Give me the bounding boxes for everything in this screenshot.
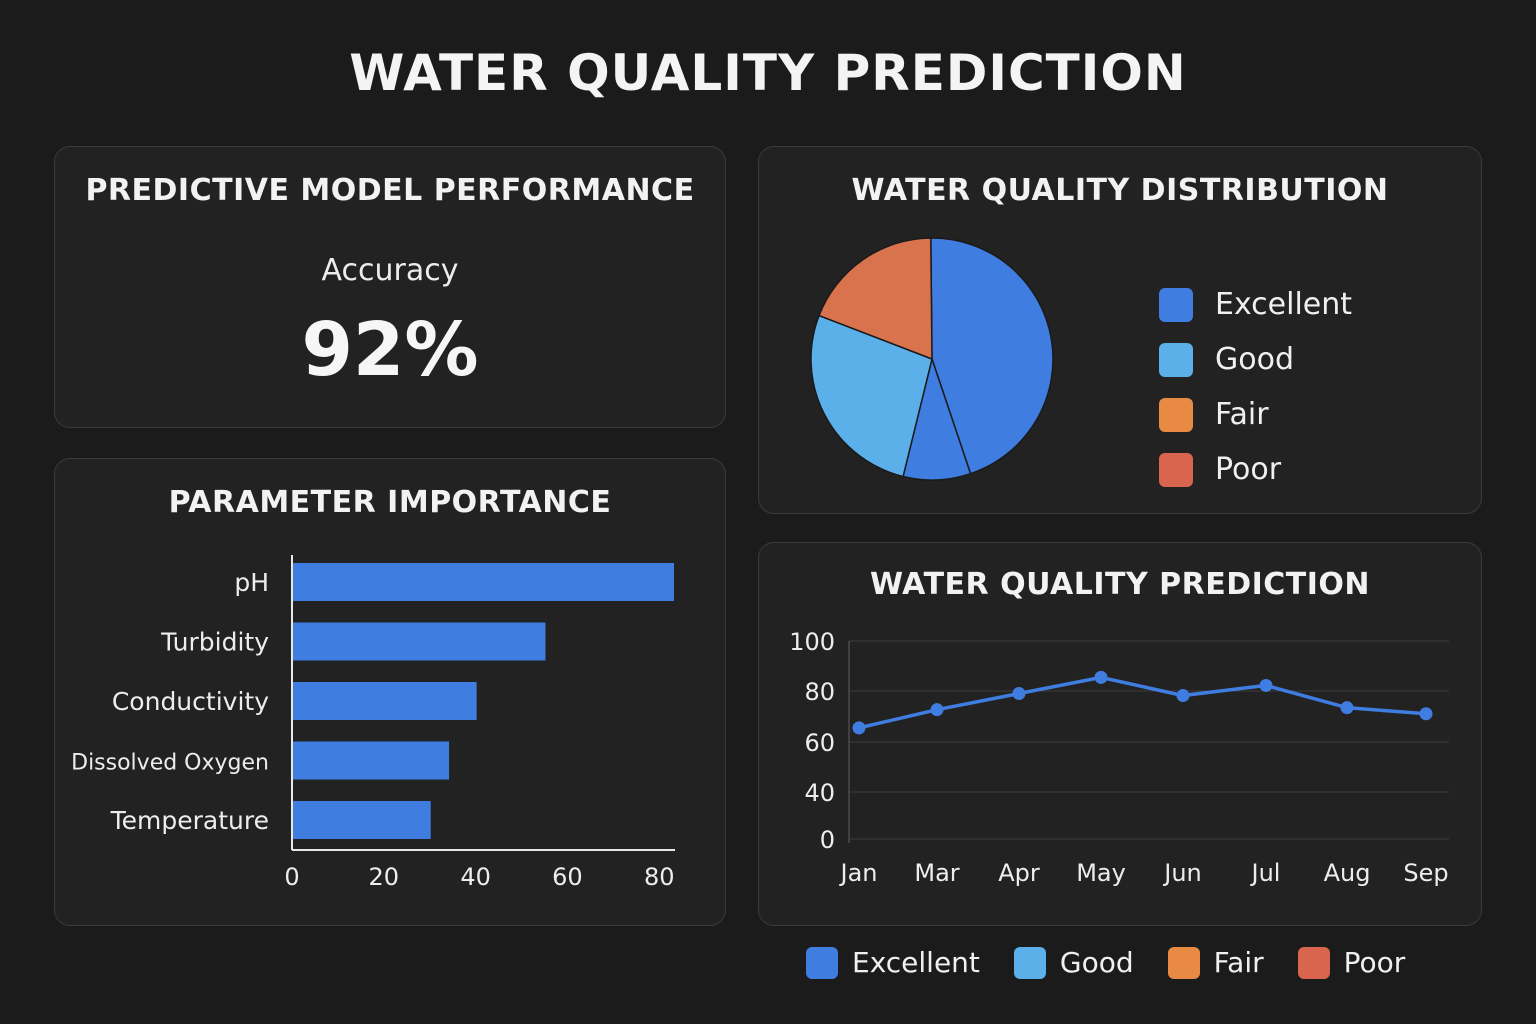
- legend-swatch: [1297, 946, 1330, 979]
- accuracy-label: Accuracy: [321, 253, 459, 288]
- data-point: [852, 721, 866, 735]
- category-label: Conductivity: [112, 687, 269, 716]
- data-point: [1012, 687, 1026, 701]
- legend-swatch: [1013, 946, 1046, 979]
- importance-panel: PARAMETER IMPORTANCE pH Turbidity Conducti…: [54, 458, 726, 926]
- legend-label: Good: [1059, 946, 1134, 979]
- legend-label: Fair: [1213, 946, 1264, 979]
- pie-slice: [818, 237, 933, 361]
- data-point: [1176, 689, 1190, 703]
- x-tick-label: 0: [284, 863, 299, 891]
- y-tick-label: 0: [820, 826, 835, 854]
- legend-item-excellent: Excellent: [806, 946, 980, 979]
- bottom-legend: Excellent Good Fair Poor: [806, 946, 1439, 979]
- bar: [293, 741, 450, 780]
- bar: [293, 622, 546, 661]
- y-tick-label: 80: [804, 678, 835, 706]
- x-tick-label: Sep: [1403, 859, 1448, 887]
- pie-slice: [810, 314, 933, 478]
- x-tick-label: Aug: [1324, 859, 1371, 887]
- legend-item-fair: Fair: [1167, 946, 1264, 979]
- legend-swatch: [1159, 287, 1193, 322]
- y-tick-label: 100: [789, 628, 835, 656]
- x-tick-label: 20: [369, 863, 400, 891]
- performance-title: PREDICTIVE MODEL PERFORMANCE: [85, 173, 695, 208]
- pie-legend: Excellent Good Fair Poor: [1159, 277, 1352, 497]
- y-tick-label: 60: [804, 729, 835, 757]
- x-tick-label: May: [1076, 859, 1126, 887]
- pie-chart: [810, 237, 1054, 481]
- x-tick-label: 80: [644, 863, 675, 891]
- legend-item-fair: Fair: [1159, 387, 1352, 442]
- legend-label: Excellent: [1215, 287, 1353, 322]
- importance-title: PARAMETER IMPORTANCE: [168, 485, 612, 520]
- data-point: [1259, 678, 1273, 692]
- legend-item-good: Good: [1159, 332, 1352, 387]
- x-tick-label: 60: [552, 863, 583, 891]
- category-label: Temperature: [110, 806, 269, 835]
- series-line: [858, 675, 1427, 730]
- legend-swatch: [1159, 342, 1193, 377]
- legend-label: Good: [1215, 342, 1294, 377]
- category-label: Turbidity: [160, 628, 269, 657]
- bar: [293, 801, 431, 839]
- legend-swatch: [806, 946, 838, 979]
- category-label: pH: [234, 568, 269, 597]
- legend-label: Poor: [1215, 452, 1282, 487]
- legend-swatch: [1167, 946, 1200, 979]
- x-tick-label: Jan: [839, 859, 878, 887]
- x-tick-label: 40: [460, 863, 491, 891]
- accuracy-value: 92%: [301, 307, 479, 393]
- distribution-title: WATER QUALITY DISTRIBUTION: [851, 173, 1389, 208]
- model-performance-panel: PREDICTIVE MODEL PERFORMANCE Accuracy 92…: [54, 146, 726, 428]
- legend-item-poor: Poor: [1159, 442, 1352, 497]
- bar: [293, 563, 674, 601]
- x-tick-label: Mar: [914, 859, 959, 887]
- y-tick-label: 40: [804, 779, 835, 807]
- legend-swatch: [1159, 397, 1193, 432]
- prediction-title: WATER QUALITY PREDICTION: [869, 567, 1371, 602]
- x-tick-label: Jun: [1162, 859, 1202, 887]
- category-label: Dissolved Oxygen: [71, 751, 269, 776]
- prediction-panel: WATER QUALITY PREDICTION 100 80 60 40 0 Jan Ma…: [758, 542, 1482, 926]
- data-point: [1419, 707, 1433, 721]
- legend-label: Fair: [1215, 397, 1269, 432]
- page-title: WATER QUALITY PREDICTION: [349, 44, 1187, 102]
- legend-item-good: Good: [1013, 946, 1134, 979]
- data-point: [930, 703, 944, 717]
- legend-swatch: [1159, 452, 1193, 487]
- x-tick-label: Apr: [998, 859, 1040, 887]
- pie-slice: [930, 237, 1054, 475]
- data-point: [1094, 670, 1108, 684]
- data-point: [1340, 701, 1354, 715]
- x-tick-label: Jul: [1250, 859, 1281, 887]
- legend-label: Poor: [1343, 946, 1406, 979]
- bar: [293, 682, 477, 720]
- legend-label: Excellent: [852, 946, 980, 979]
- legend-item-excellent: Excellent: [1159, 277, 1352, 332]
- legend-item-poor: Poor: [1297, 946, 1406, 979]
- distribution-panel: WATER QUALITY DISTRIBUTION Excellent Goo…: [758, 146, 1482, 514]
- bar-chart: pH Turbidity Conductivity Dissolved Oxygen T…: [71, 555, 675, 891]
